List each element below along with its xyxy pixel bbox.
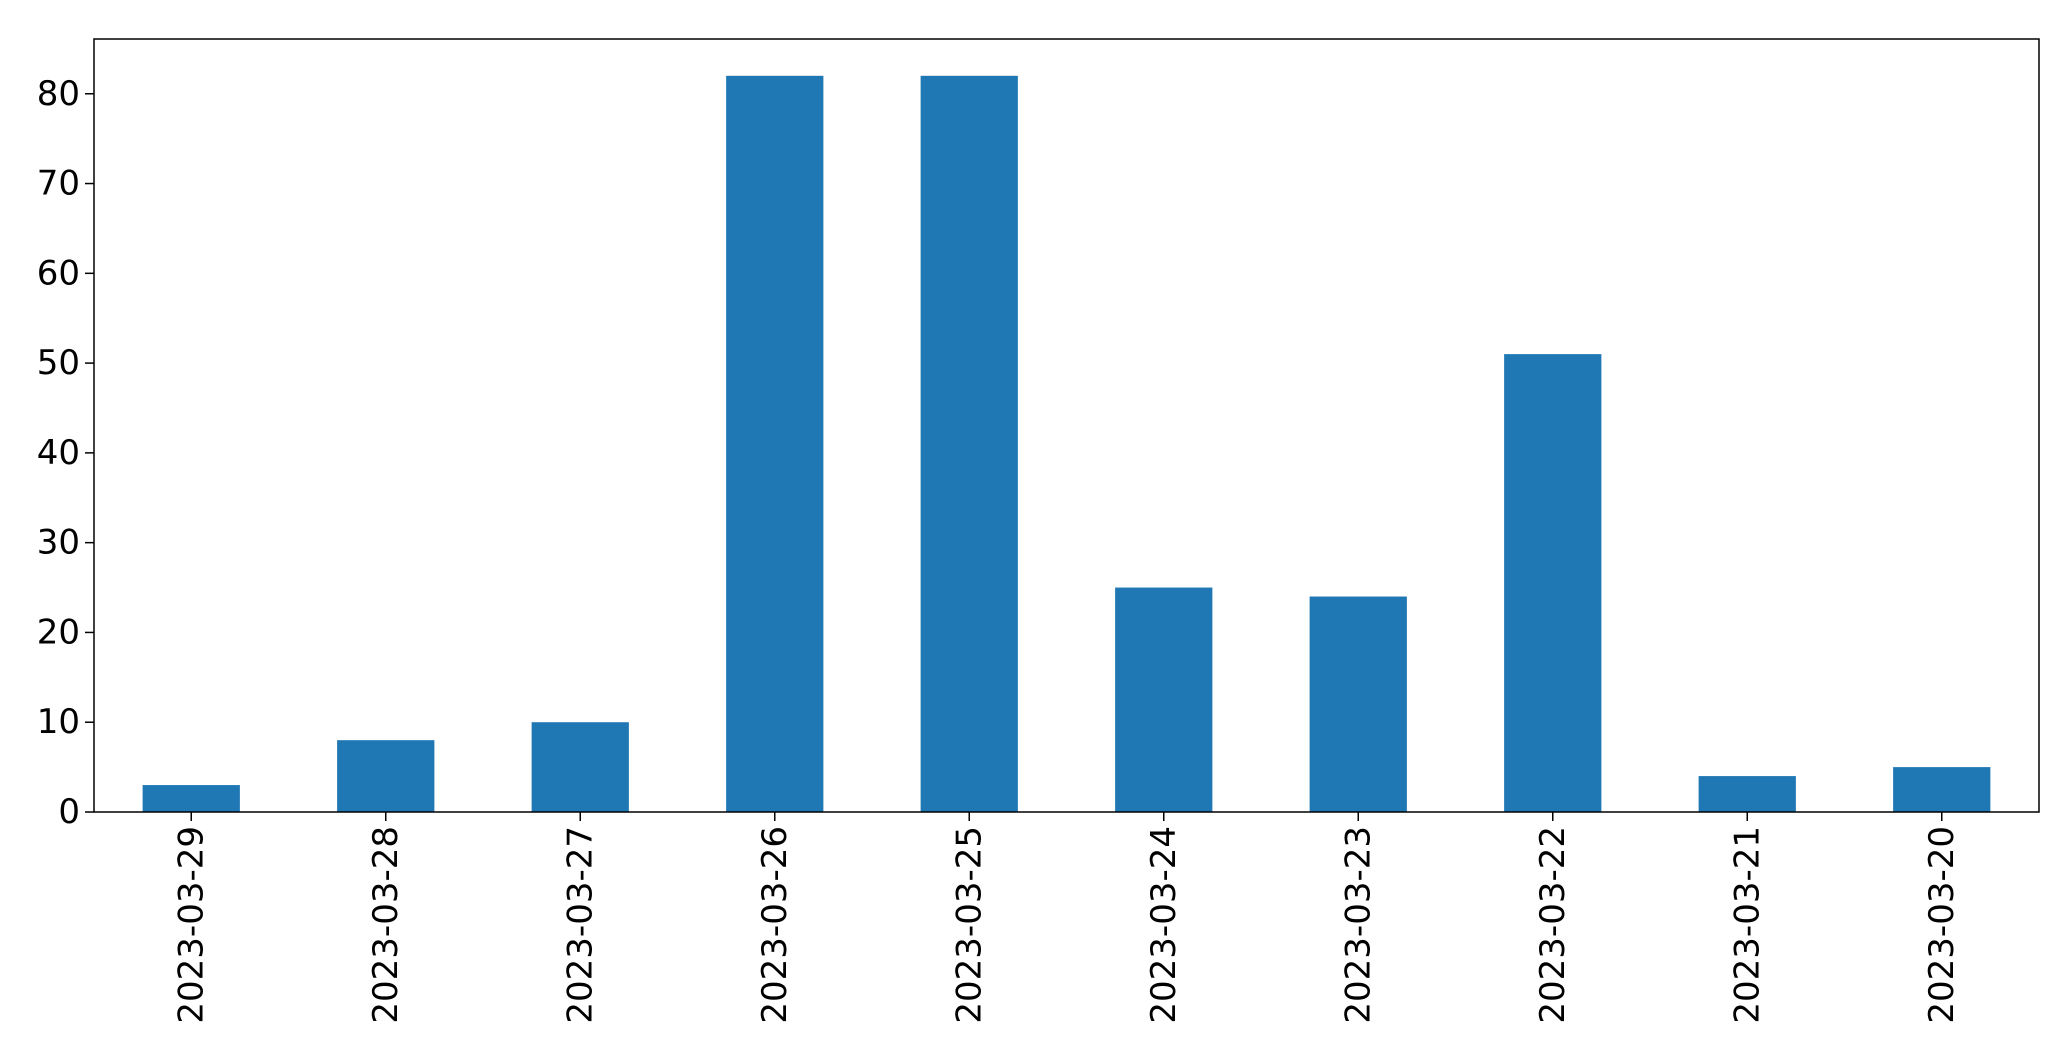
y-tick-label: 0: [58, 792, 80, 832]
bar-2023-03-26: [726, 75, 824, 813]
x-tick-label: 2023-03-22: [1533, 826, 1573, 1024]
x-tick-label: 2023-03-25: [949, 826, 989, 1024]
y-tick-label: 50: [37, 343, 80, 383]
x-axis: 2023-03-29 2023-03-28 2023-03-27 2023-03-26…: [171, 812, 1962, 1024]
bars-layer: [142, 75, 1991, 813]
bar-2023-03-28: [337, 740, 435, 812]
y-axis: 0 10 20 30 40 50 60 70 80: [37, 74, 94, 832]
y-tick-label: 80: [37, 74, 80, 114]
x-tick-label: 2023-03-23: [1338, 826, 1378, 1024]
bar-2023-03-21: [1698, 776, 1796, 812]
x-tick-label: 2023-03-21: [1727, 826, 1767, 1024]
x-tick-label: 2023-03-26: [755, 826, 795, 1024]
x-tick-label: 2023-03-20: [1922, 826, 1962, 1024]
y-tick-label: 20: [37, 612, 80, 652]
plot-frame: [93, 38, 2040, 813]
x-tick-label: 2023-03-27: [560, 826, 600, 1024]
y-tick-label: 60: [37, 253, 80, 293]
x-tick-label: 2023-03-28: [366, 826, 406, 1024]
bar-2023-03-29: [142, 785, 240, 812]
bar-2023-03-25: [920, 75, 1018, 813]
y-tick-label: 30: [37, 523, 80, 563]
y-tick-label: 40: [37, 433, 80, 473]
plot-background: [94, 39, 2039, 812]
bar-2023-03-20: [1893, 767, 1991, 812]
x-tick-label: 2023-03-24: [1144, 826, 1184, 1024]
y-tick-label: 70: [37, 164, 80, 204]
x-tick-label: 2023-03-29: [171, 826, 211, 1024]
bar-2023-03-27: [531, 722, 629, 812]
bar-2023-03-23: [1309, 596, 1407, 812]
y-tick-label: 10: [37, 702, 80, 742]
bar-2023-03-22: [1504, 354, 1602, 812]
bar-2023-03-24: [1115, 587, 1213, 812]
